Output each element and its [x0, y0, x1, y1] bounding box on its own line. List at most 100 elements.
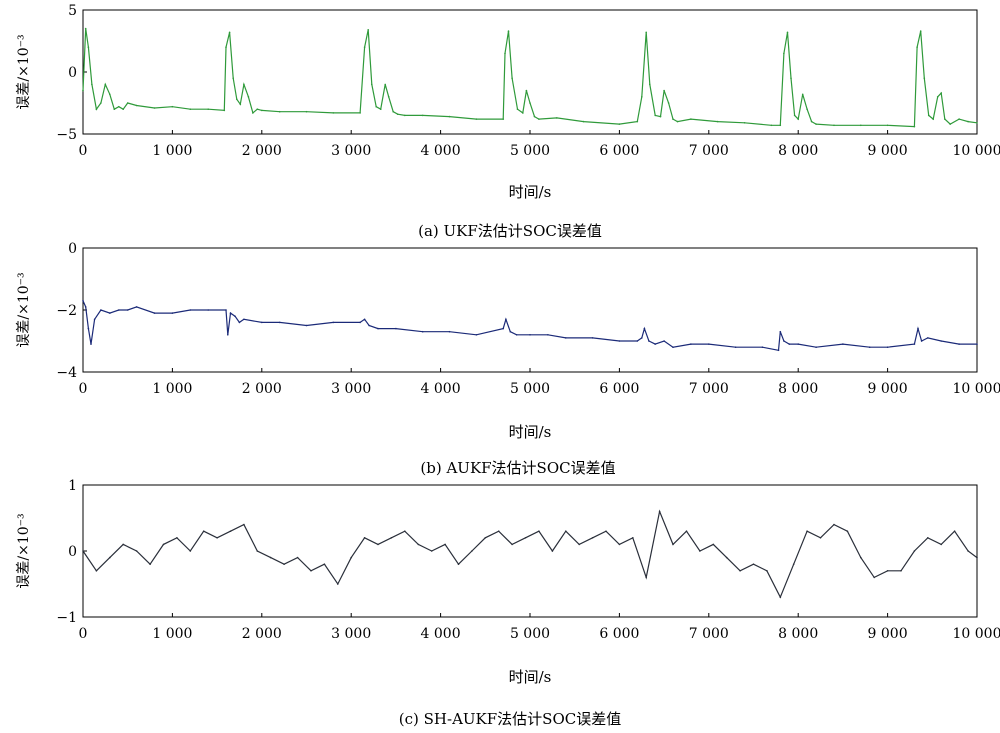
- data-point-a: [690, 118, 692, 120]
- data-point-a: [786, 31, 789, 34]
- data-point-c: [739, 570, 741, 572]
- data-point-b: [618, 340, 621, 342]
- data-point-a: [810, 120, 813, 123]
- caption-b: (b) AUKF法估计SOC误差值: [420, 459, 615, 477]
- data-point-b: [261, 321, 263, 324]
- panel-b: 0 1 000 2 000 3 000 4 000 5 000 6 000 7 000 8 00…: [16, 241, 1000, 477]
- caption-a: (a) UKF法估计SOC误差值: [418, 222, 602, 240]
- data-point-a: [797, 118, 799, 120]
- data-point-c: [82, 550, 84, 552]
- data-point-b: [118, 309, 120, 311]
- y-ticks-c: −1 0 1: [56, 478, 87, 626]
- data-point-c: [913, 550, 916, 552]
- y-tick-label: 1: [68, 478, 77, 494]
- x-tick-label: 9 000: [868, 381, 908, 397]
- data-point-a: [153, 107, 156, 109]
- data-point-a: [256, 108, 259, 110]
- data-point-c: [618, 543, 621, 546]
- x-tick-label: 9 000: [868, 626, 908, 642]
- data-point-a: [387, 96, 390, 98]
- data-point-b: [305, 324, 308, 327]
- data-points-c: [82, 510, 978, 598]
- data-point-b: [783, 340, 785, 342]
- y-tick-label: 0: [68, 65, 77, 81]
- data-point-c: [900, 570, 902, 572]
- data-point-c: [578, 543, 580, 546]
- x-axis-label-a: 时间/s: [509, 183, 552, 201]
- data-point-c: [976, 556, 978, 559]
- data-point-b: [359, 321, 361, 324]
- data-point-c: [967, 550, 969, 552]
- data-points-a: [82, 27, 978, 128]
- data-point-a: [228, 31, 231, 34]
- data-point-a: [913, 125, 916, 128]
- data-point-a: [529, 102, 531, 104]
- data-point-a: [243, 83, 245, 86]
- data-point-a: [379, 108, 382, 110]
- data-point-b: [641, 337, 643, 339]
- data-point-c: [377, 543, 379, 546]
- data-point-b: [529, 334, 531, 336]
- series-line-b: [82, 300, 977, 352]
- data-point-a: [663, 89, 665, 92]
- data-point-c: [538, 530, 540, 532]
- data-point-a: [636, 120, 639, 123]
- panel-c: 0 1 000 2 000 3 000 4 000 5 000 6 000 7 000 8 00…: [16, 478, 1000, 728]
- data-point-a: [448, 115, 451, 118]
- x-ticks-b: 0 1 000 2 000 3 000 4 000 5 000 6 000 7 000 8 00…: [79, 368, 1000, 397]
- data-point-c: [323, 563, 326, 565]
- data-point-c: [202, 530, 205, 532]
- data-point-a: [232, 77, 234, 79]
- data-point-b: [82, 299, 84, 302]
- data-point-b: [788, 343, 791, 345]
- y-tick-label: −5: [56, 127, 77, 143]
- data-point-a: [375, 105, 378, 108]
- data-point-b: [278, 321, 281, 324]
- x-tick-label: 2 000: [242, 381, 282, 397]
- data-point-a: [475, 118, 478, 120]
- data-point-b: [227, 334, 229, 336]
- data-point-a: [122, 108, 124, 110]
- data-point-c: [766, 570, 768, 572]
- x-tick-label: 7 000: [689, 626, 729, 642]
- data-point-c: [390, 537, 393, 539]
- data-point-a: [976, 122, 978, 124]
- data-point-a: [396, 113, 399, 115]
- data-point-b: [842, 343, 844, 345]
- data-point-b: [189, 309, 192, 311]
- data-point-a: [502, 118, 505, 120]
- data-point-c: [940, 543, 942, 546]
- data-point-a: [525, 89, 528, 92]
- data-point-a: [225, 46, 227, 48]
- y-axis-label-c: 误差/×10⁻³: [16, 513, 32, 588]
- data-point-a: [958, 118, 960, 120]
- plot-frame-a: [82, 9, 978, 135]
- data-point-a: [504, 52, 506, 55]
- y-axis-label-a: 误差/×10⁻³: [16, 34, 32, 109]
- data-point-b: [708, 343, 710, 345]
- data-point-a: [801, 93, 804, 96]
- data-point-c: [337, 583, 339, 585]
- data-point-b: [672, 346, 674, 349]
- data-point-b: [690, 343, 692, 345]
- x-tick-label: 7 000: [689, 143, 729, 159]
- data-point-c: [779, 596, 782, 598]
- data-points-b: [82, 299, 978, 352]
- data-point-a: [618, 123, 621, 125]
- data-point-a: [109, 93, 111, 96]
- data-point-a: [247, 96, 250, 98]
- data-point-a: [135, 104, 138, 107]
- data-point-b: [100, 309, 102, 311]
- data-point-a: [516, 108, 519, 110]
- data-point-a: [815, 123, 817, 125]
- data-point-a: [87, 46, 90, 48]
- data-point-a: [522, 112, 524, 114]
- data-point-c: [457, 563, 460, 565]
- data-point-a: [806, 108, 808, 110]
- data-point-a: [860, 124, 862, 127]
- data-point-a: [783, 52, 785, 55]
- x-tick-label: 6 000: [599, 143, 639, 159]
- plot-frame-c: [82, 484, 978, 618]
- data-point-a: [91, 83, 93, 86]
- data-point-b: [126, 309, 129, 311]
